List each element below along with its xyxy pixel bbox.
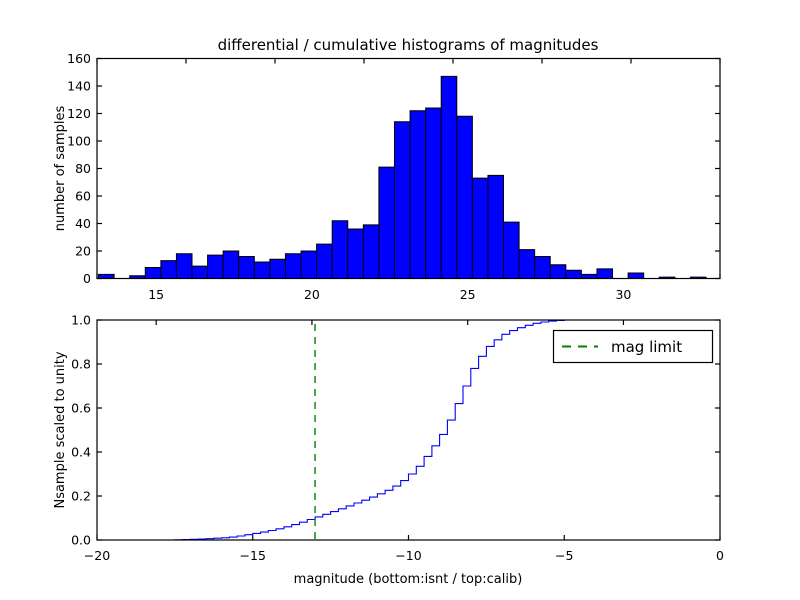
histogram-bar xyxy=(549,264,567,279)
ytick-label: 40 xyxy=(75,216,91,231)
xtick-label: 0 xyxy=(716,548,724,563)
xtick-label: −5 xyxy=(555,548,573,563)
cumulative-step-path xyxy=(97,319,720,541)
bottom-ytick-labels: 0.0 0.2 0.4 0.6 0.8 1.0 xyxy=(71,313,91,548)
ytick-label: 0.2 xyxy=(71,489,91,504)
top-axes: 0 20 40 60 80 100 120 140 160 15 20 25 30 different… xyxy=(53,36,721,302)
ytick-label: 100 xyxy=(67,134,91,149)
top-ytick-labels: 0 20 40 60 80 100 120 140 160 xyxy=(67,51,91,286)
histogram-bar xyxy=(284,253,302,279)
top-axes-frame xyxy=(96,57,721,280)
histogram-bar xyxy=(503,221,520,279)
bottom-xtick-labels: −20 −15 −10 −5 0 xyxy=(84,548,724,563)
calib-tick-label: 30 xyxy=(615,287,631,302)
histogram-bar xyxy=(160,260,177,279)
histogram-bar xyxy=(487,174,505,279)
histogram-bar xyxy=(580,273,598,279)
histogram-bar xyxy=(331,220,349,279)
ytick-label: 0.4 xyxy=(71,445,91,460)
histogram-bars xyxy=(98,75,707,279)
histogram-bar xyxy=(627,272,645,279)
calib-tick-label: 20 xyxy=(304,287,320,302)
ytick-label: 60 xyxy=(75,189,91,204)
ytick-label: 160 xyxy=(67,51,91,66)
histogram-bar xyxy=(518,249,536,279)
ytick-label: 20 xyxy=(75,244,91,259)
calib-tick-label: 15 xyxy=(148,287,164,302)
histogram-bar xyxy=(347,228,364,279)
histogram-bar xyxy=(144,267,162,279)
histogram-bar xyxy=(207,254,224,279)
calib-tick-label: 25 xyxy=(460,287,476,302)
histogram-bar xyxy=(565,269,582,279)
ytick-label: 1.0 xyxy=(71,313,91,328)
legend-label: mag limit xyxy=(611,338,682,356)
histogram-bar xyxy=(98,273,115,279)
chart-title: differential / cumulative histograms of … xyxy=(218,36,599,54)
histogram-bar xyxy=(440,75,458,279)
bottom-axes-frame xyxy=(96,319,721,541)
histogram-bar xyxy=(534,256,551,279)
histogram-bar xyxy=(393,121,411,279)
histogram-bar xyxy=(362,224,380,279)
ytick-label: 140 xyxy=(67,79,91,94)
histogram-bar xyxy=(425,107,442,279)
ytick-label: 0.8 xyxy=(71,357,91,372)
histogram-bar xyxy=(222,250,240,279)
histogram-bar xyxy=(456,115,473,279)
top-ylabel: number of samples xyxy=(53,105,68,231)
xtick-label: −10 xyxy=(395,548,421,563)
histogram-bar xyxy=(175,253,193,279)
xtick-label: −20 xyxy=(84,548,110,563)
xtick-label: −15 xyxy=(240,548,266,563)
histogram-bar xyxy=(471,177,489,279)
histogram-bar xyxy=(378,166,395,279)
histogram-bar xyxy=(253,261,271,279)
bottom-ylabel: Nsample scaled to unity xyxy=(53,351,68,508)
histogram-bar xyxy=(596,268,614,279)
histogram-bar xyxy=(316,243,333,279)
bottom-axes: 0.0 0.2 0.4 0.6 0.8 1.0 −20 −15 −10 −5 0 Nsample … xyxy=(53,313,724,588)
histogram-bar xyxy=(269,258,286,279)
ytick-label: 120 xyxy=(67,106,91,121)
cumulative-curve xyxy=(97,319,720,541)
legend: mag limit xyxy=(552,329,714,364)
bottom-xlabel: magnitude (bottom:isnt / top:calib) xyxy=(294,572,523,587)
ytick-label: 0.0 xyxy=(71,533,91,548)
histogram-bar xyxy=(300,250,318,279)
ytick-label: 80 xyxy=(75,161,91,176)
histogram-bar xyxy=(238,256,255,279)
ytick-label: 0.6 xyxy=(71,401,91,416)
histogram-bar xyxy=(409,110,427,279)
ytick-label: 0 xyxy=(83,271,91,286)
histogram-bar xyxy=(191,265,209,279)
calib-xtick-labels: 15 20 25 30 xyxy=(148,287,631,302)
